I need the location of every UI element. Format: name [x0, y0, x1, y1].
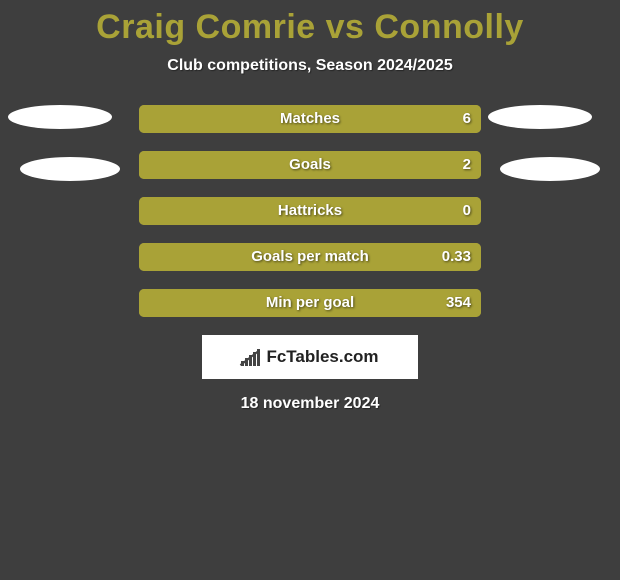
decorative-oval [8, 105, 112, 129]
decorative-oval [20, 157, 120, 181]
stat-right-value: 354 [446, 289, 471, 317]
stat-right-value: 2 [463, 151, 471, 179]
stat-right-value: 0.33 [442, 243, 471, 271]
stats-area: Matches 6 Goals 2 Hattricks 0 Goals per match 0… [0, 105, 620, 317]
bar-chart-icon [241, 348, 260, 366]
stat-label: Matches [280, 105, 340, 133]
logo-text: FcTables.com [266, 347, 378, 367]
stat-label: Hattricks [278, 197, 342, 225]
stat-row: Goals per match 0.33 [139, 243, 481, 271]
stat-label: Goals [289, 151, 331, 179]
stat-row: Hattricks 0 [139, 197, 481, 225]
subtitle: Club competitions, Season 2024/2025 [0, 57, 620, 75]
decorative-oval [500, 157, 600, 181]
page-title: Craig Comrie vs Connolly [0, 0, 620, 47]
stat-row: Min per goal 354 [139, 289, 481, 317]
stat-right-value: 6 [463, 105, 471, 133]
rows-layer: Matches 6 Goals 2 Hattricks 0 Goals per match 0… [0, 105, 620, 317]
stat-row: Matches 6 [139, 105, 481, 133]
logo-box: FcTables.com [202, 335, 418, 379]
stat-label: Min per goal [266, 289, 354, 317]
date-label: 18 november 2024 [0, 395, 620, 413]
stat-right-value: 0 [463, 197, 471, 225]
stat-row: Goals 2 [139, 151, 481, 179]
decorative-oval [488, 105, 592, 129]
stat-label: Goals per match [251, 243, 369, 271]
